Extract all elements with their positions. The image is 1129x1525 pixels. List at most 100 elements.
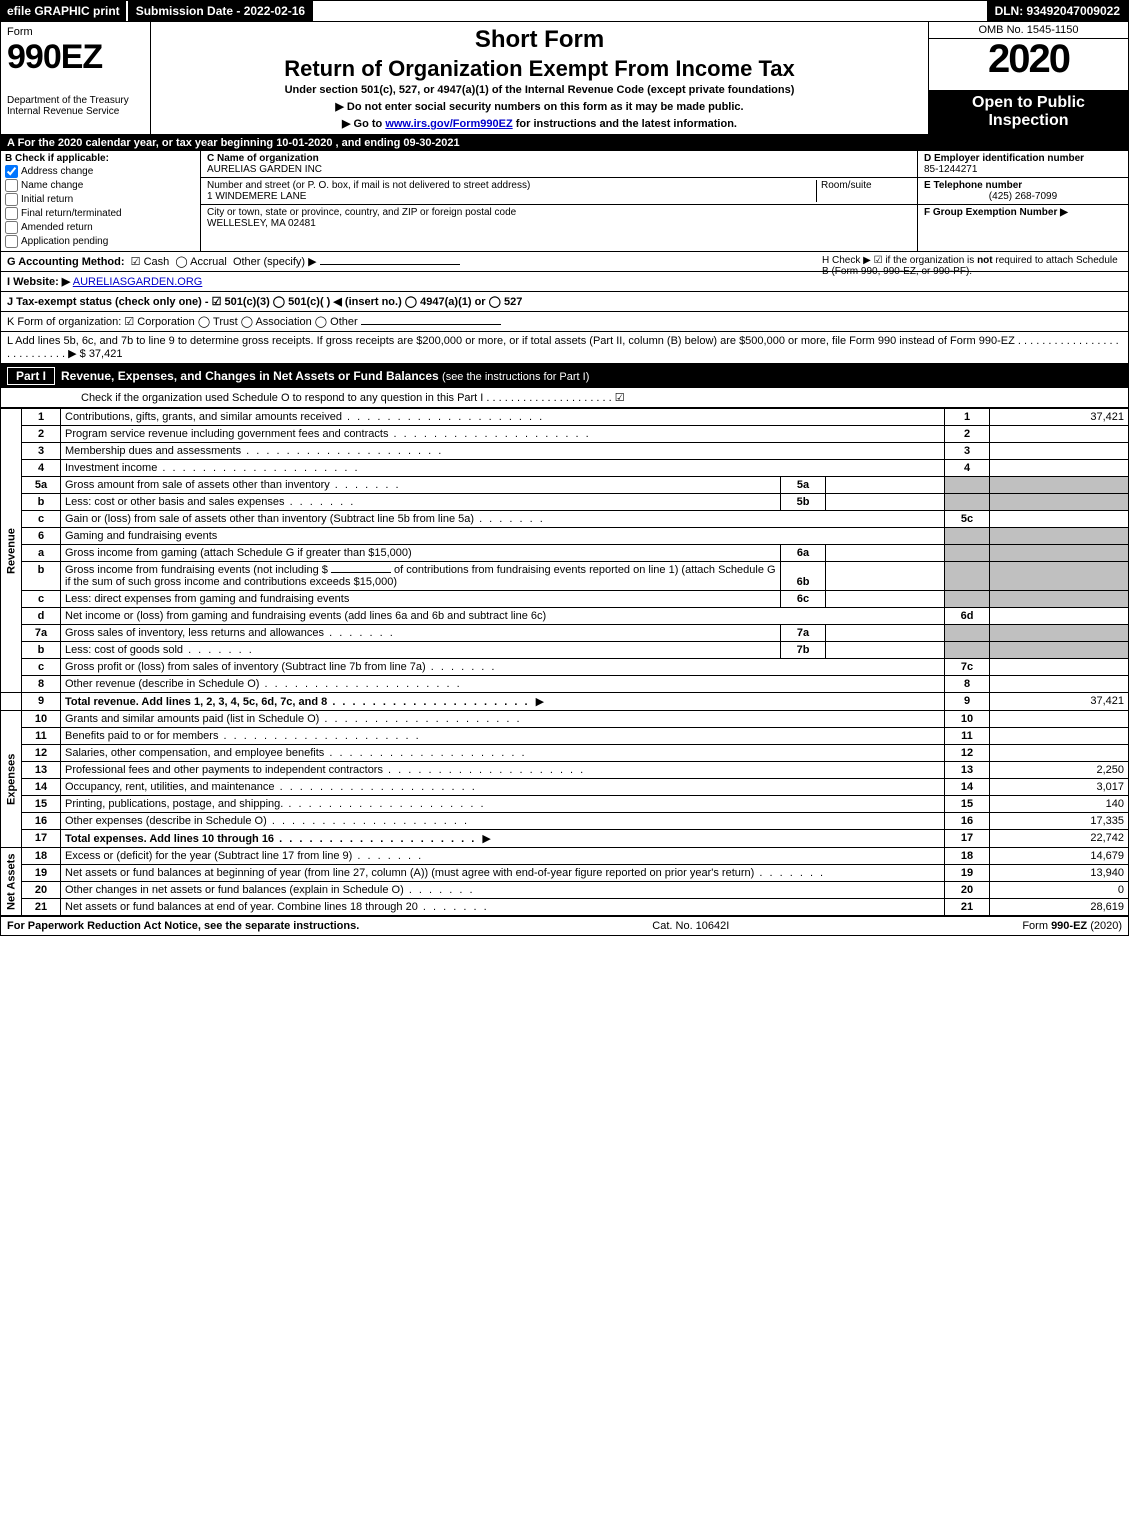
l2-num: 2 [22, 426, 61, 443]
checkbox-amended-return[interactable] [5, 221, 18, 234]
l7b-text: Less: cost of goods sold [61, 642, 781, 659]
l5a-miniamt [826, 477, 945, 494]
l9-t: Total revenue. Add lines 1, 2, 3, 4, 5c,… [65, 696, 530, 708]
l7a-ref [945, 625, 990, 642]
l7b-ref [945, 642, 990, 659]
l3-ref: 3 [945, 443, 990, 460]
l11-ref: 11 [945, 728, 990, 745]
l5b-mini: 5b [781, 494, 826, 511]
footer-right-form: 990-EZ [1051, 920, 1087, 932]
h-not: not [977, 255, 993, 266]
org-name-val: AURELIAS GARDEN INC [207, 164, 322, 175]
checkbox-initial-return[interactable] [5, 193, 18, 206]
l6c-ref [945, 591, 990, 608]
l8-t: Other revenue (describe in Schedule O) [65, 678, 462, 690]
l2-ref: 2 [945, 426, 990, 443]
l6a-miniamt [826, 545, 945, 562]
l6c-miniamt [826, 591, 945, 608]
l17-t: Total expenses. Add lines 10 through 16 [65, 833, 476, 845]
line-13: 13 Professional fees and other payments … [1, 762, 1129, 779]
section-f: F Group Exemption Number ▶ [918, 205, 1128, 220]
l6c-num: c [22, 591, 61, 608]
l6b-t1: Gross income from fundraising events (no… [65, 564, 328, 576]
l5b-amt [990, 494, 1129, 511]
l19-t: Net assets or fund balances at beginning… [65, 867, 825, 879]
chk-app-pending[interactable]: Application pending [5, 235, 196, 248]
line-9: 9 Total revenue. Add lines 1, 2, 3, 4, 5… [1, 693, 1129, 711]
header-left: Form 990EZ Department of the Treasury In… [1, 22, 151, 134]
l7a-mini: 7a [781, 625, 826, 642]
goto-link[interactable]: www.irs.gov/Form990EZ [385, 118, 512, 130]
l10-num: 10 [22, 711, 61, 728]
topbar-spacer [315, 1, 986, 21]
section-def: D Employer identification number 85-1244… [918, 151, 1128, 251]
line-5a: 5a Gross amount from sale of assets othe… [1, 477, 1129, 494]
line-1: Revenue 1 Contributions, gifts, grants, … [1, 409, 1129, 426]
j-text: J Tax-exempt status (check only one) - ☑… [7, 296, 522, 308]
l7a-t: Gross sales of inventory, less returns a… [65, 627, 395, 639]
l5b-ref [945, 494, 990, 511]
checkbox-name-change[interactable] [5, 179, 18, 192]
line-7c: c Gross profit or (loss) from sales of i… [1, 659, 1129, 676]
line-21: 21 Net assets or fund balances at end of… [1, 899, 1129, 916]
l15-amt: 140 [990, 796, 1129, 813]
l16-amt: 17,335 [990, 813, 1129, 830]
l5b-num: b [22, 494, 61, 511]
chk-amended-return[interactable]: Amended return [5, 221, 196, 234]
l9-num: 9 [22, 693, 61, 711]
l13-text: Professional fees and other payments to … [61, 762, 945, 779]
l16-num: 16 [22, 813, 61, 830]
l18-amt: 14,679 [990, 848, 1129, 865]
l7b-t: Less: cost of goods sold [65, 644, 254, 656]
l1-num: 1 [22, 409, 61, 426]
l13-ref: 13 [945, 762, 990, 779]
ein-lbl: D Employer identification number [924, 153, 1084, 164]
l2-amt [990, 426, 1129, 443]
website-link[interactable]: AURELIASGARDEN.ORG [73, 276, 203, 288]
l10-t: Grants and similar amounts paid (list in… [65, 713, 522, 725]
l17-ref: 17 [945, 830, 990, 848]
l1-amt: 37,421 [990, 409, 1129, 426]
l6b-text: Gross income from fundraising events (no… [61, 562, 781, 591]
l20-amt: 0 [990, 882, 1129, 899]
line-10: Expenses 10 Grants and similar amounts p… [1, 711, 1129, 728]
line-12: 12 Salaries, other compensation, and emp… [1, 745, 1129, 762]
l7c-t: Gross profit or (loss) from sales of inv… [65, 661, 496, 673]
h-text1: H Check ▶ ☑ if the organization is [822, 255, 977, 266]
checkbox-final-return[interactable] [5, 207, 18, 220]
part1-sub: (see the instructions for Part I) [442, 371, 589, 383]
l5c-text: Gain or (loss) from sale of assets other… [61, 511, 945, 528]
l6c-text: Less: direct expenses from gaming and fu… [61, 591, 781, 608]
accounting-accrual: Accrual [190, 256, 227, 268]
l17-amt: 22,742 [990, 830, 1129, 848]
l19-amt: 13,940 [990, 865, 1129, 882]
l5c-num: c [22, 511, 61, 528]
l15-num: 15 [22, 796, 61, 813]
section-b: B Check if applicable: Address change Na… [1, 151, 201, 251]
checkbox-app-pending[interactable] [5, 235, 18, 248]
l18-t: Excess or (deficit) for the year (Subtra… [65, 850, 423, 862]
l12-num: 12 [22, 745, 61, 762]
l6-ref [945, 528, 990, 545]
ein-val: 85-1244271 [924, 164, 977, 175]
checkbox-address-change[interactable] [5, 165, 18, 178]
line-6: 6 Gaming and fundraising events [1, 528, 1129, 545]
l7a-amt [990, 625, 1129, 642]
l11-t: Benefits paid to or for members [65, 730, 421, 742]
l7c-text: Gross profit or (loss) from sales of inv… [61, 659, 945, 676]
l20-text: Other changes in net assets or fund bala… [61, 882, 945, 899]
chk-name-change[interactable]: Name change [5, 179, 196, 192]
line-6c: c Less: direct expenses from gaming and … [1, 591, 1129, 608]
chk-address-change[interactable]: Address change [5, 165, 196, 178]
website-lbl: I Website: ▶ [7, 276, 70, 288]
line-6b: b Gross income from fundraising events (… [1, 562, 1129, 591]
l6b-amt [990, 562, 1129, 591]
room-suite-lbl: Room/suite [816, 180, 911, 202]
chk-initial-return[interactable]: Initial return [5, 193, 196, 206]
l15-t: Printing, publications, postage, and shi… [65, 798, 486, 810]
chk-final-return[interactable]: Final return/terminated [5, 207, 196, 220]
l1-t: Contributions, gifts, grants, and simila… [65, 411, 544, 423]
l7b-mini: 7b [781, 642, 826, 659]
l18-text: Excess or (deficit) for the year (Subtra… [61, 848, 945, 865]
dept-treasury: Department of the Treasury [7, 95, 144, 106]
